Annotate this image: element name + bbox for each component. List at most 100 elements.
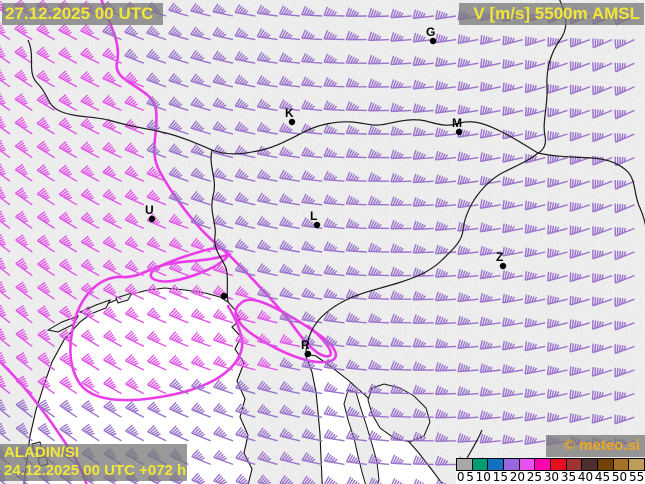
wind-barb bbox=[367, 172, 390, 182]
wind-barb bbox=[37, 258, 55, 277]
wind-barb bbox=[256, 216, 278, 230]
wind-barb bbox=[168, 49, 189, 64]
wind-barb bbox=[124, 95, 145, 112]
wind-barb bbox=[146, 48, 167, 64]
valid-time-label: 27.12.2025 00 UTC bbox=[2, 3, 163, 25]
wind-barb bbox=[190, 284, 211, 300]
legend-tick-50: 50 bbox=[611, 470, 628, 484]
wind-barb bbox=[168, 119, 189, 135]
wind-barb bbox=[390, 313, 412, 324]
wind-barb bbox=[434, 291, 457, 302]
wind-barb bbox=[301, 29, 323, 41]
legend-cell-25 bbox=[535, 459, 552, 470]
city-dot-M bbox=[455, 128, 463, 136]
wind-barb bbox=[279, 334, 301, 348]
wind-barb bbox=[547, 201, 568, 212]
city-dot-U bbox=[148, 215, 156, 223]
city-label-M: M bbox=[452, 116, 462, 130]
wind-barb bbox=[15, 257, 33, 277]
wind-barb bbox=[502, 199, 524, 210]
wind-barb bbox=[323, 124, 345, 135]
wind-barb bbox=[367, 266, 390, 277]
wind-barb bbox=[80, 70, 100, 88]
wind-barb bbox=[479, 410, 501, 421]
wind-barb bbox=[0, 163, 11, 182]
wind-barb bbox=[257, 286, 278, 300]
wind-barb bbox=[37, 281, 55, 300]
wind-barb bbox=[367, 54, 390, 65]
wind-barb bbox=[146, 166, 167, 182]
wind-barb bbox=[569, 225, 591, 236]
wind-barb bbox=[435, 10, 457, 20]
wind-barb bbox=[345, 453, 367, 466]
wind-barb bbox=[191, 472, 211, 484]
wind-barb bbox=[125, 353, 145, 371]
city-dot-Z bbox=[499, 262, 507, 270]
wind-barb bbox=[479, 199, 501, 210]
wind-barb bbox=[234, 192, 256, 206]
wind-barb bbox=[301, 76, 323, 88]
wind-barb bbox=[279, 146, 301, 159]
wind-barb bbox=[569, 413, 590, 424]
wind-barb bbox=[234, 98, 256, 112]
city-label-U: U bbox=[145, 203, 154, 217]
wind-barb bbox=[191, 425, 211, 442]
wind-barb bbox=[102, 306, 122, 324]
wind-barb bbox=[235, 473, 256, 484]
wind-barb bbox=[58, 47, 78, 64]
city-dot bbox=[220, 292, 228, 300]
wind-barb bbox=[457, 198, 479, 209]
wind-barb bbox=[524, 59, 546, 70]
legend-cell-30 bbox=[551, 459, 567, 470]
wind-barb bbox=[59, 258, 78, 277]
wind-barb bbox=[301, 52, 323, 64]
wind-barb bbox=[235, 450, 256, 466]
wind-barb bbox=[367, 195, 390, 206]
wind-barb bbox=[569, 272, 591, 283]
wind-barb bbox=[479, 316, 501, 327]
wind-barb bbox=[81, 282, 100, 300]
run-forecast-step: 24.12.2025 00 UTC +072 h bbox=[4, 462, 187, 479]
wind-barb bbox=[412, 220, 434, 231]
wind-barb bbox=[168, 190, 189, 206]
wind-barb bbox=[146, 95, 167, 112]
wind-barb bbox=[390, 290, 412, 300]
wind-barb bbox=[301, 381, 323, 395]
wind-barb bbox=[301, 193, 323, 206]
wind-barb bbox=[412, 290, 434, 301]
wind-barb bbox=[412, 361, 434, 371]
wind-barb bbox=[235, 356, 256, 371]
wind-barb bbox=[614, 156, 635, 167]
wind-barb bbox=[0, 186, 11, 206]
legend-cell-55 bbox=[629, 459, 645, 470]
wind-barb bbox=[345, 429, 367, 442]
wind-barb bbox=[0, 257, 11, 277]
wind-barb bbox=[234, 121, 256, 135]
wind-barb bbox=[213, 473, 234, 484]
wind-barb bbox=[81, 353, 100, 371]
wind-barb bbox=[412, 150, 434, 160]
legend-tick-20: 20 bbox=[509, 470, 525, 484]
wind-barb bbox=[256, 239, 278, 253]
wind-barb bbox=[102, 24, 122, 41]
wind-barb bbox=[80, 259, 100, 277]
wind-barb bbox=[257, 450, 278, 466]
wind-barb bbox=[345, 218, 367, 230]
legend-cell-0 bbox=[457, 459, 473, 470]
wind-barb bbox=[256, 75, 278, 88]
wind-barb bbox=[190, 143, 211, 159]
wind-barb bbox=[80, 165, 100, 182]
wind-barb bbox=[212, 238, 234, 253]
wind-barb bbox=[15, 187, 33, 206]
wind-barb bbox=[569, 84, 591, 95]
wind-barb bbox=[257, 356, 278, 371]
wind-barb bbox=[124, 24, 145, 41]
wind-barb bbox=[367, 78, 390, 89]
wind-barb bbox=[524, 435, 546, 446]
wind-barb bbox=[501, 411, 523, 421]
wind-barb bbox=[80, 47, 100, 64]
wind-barb bbox=[190, 96, 211, 112]
wind-barb bbox=[80, 117, 100, 135]
wind-barb bbox=[547, 224, 568, 235]
wind-barb bbox=[15, 304, 33, 324]
